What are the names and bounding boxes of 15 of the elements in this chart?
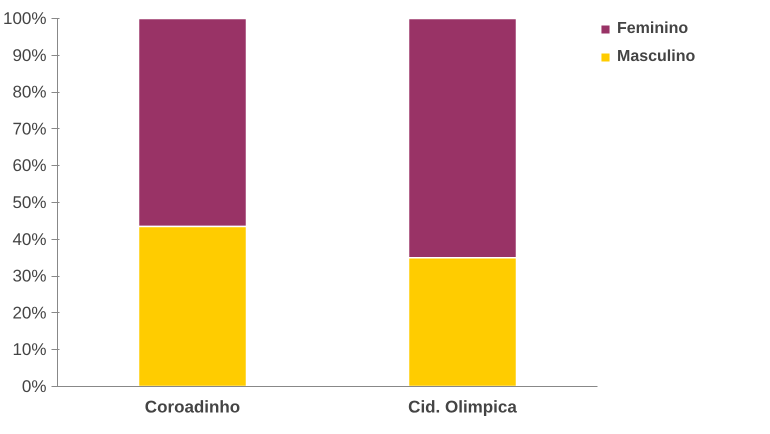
- y-tick-label: 0%: [22, 377, 47, 396]
- y-tick-label: 60%: [12, 156, 47, 176]
- y-tick-label: 90%: [12, 46, 47, 65]
- x-tick-label: Coroadinho: [144, 398, 240, 416]
- legend-label: Masculino: [617, 48, 696, 66]
- y-tick-label: 10%: [12, 340, 47, 360]
- x-tick-label: Cid. Olimpica: [408, 398, 518, 416]
- legend-label: Feminino: [617, 20, 688, 38]
- y-tick-label: 30%: [12, 266, 47, 286]
- y-tick-label: 40%: [12, 230, 47, 249]
- y-tick-label: 100%: [3, 9, 47, 28]
- y-tick-label: 80%: [12, 82, 47, 102]
- y-tick-label: 20%: [12, 303, 47, 322]
- y-tick-label: 50%: [12, 193, 47, 212]
- y-tick-label: 70%: [12, 119, 47, 138]
